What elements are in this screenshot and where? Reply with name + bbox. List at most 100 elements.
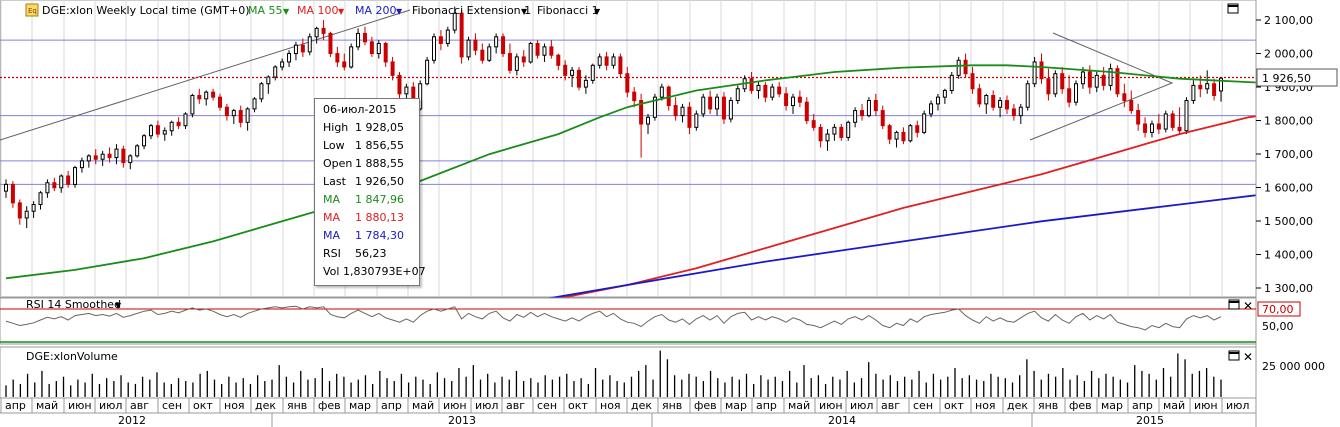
- candle: [79, 157, 84, 173]
- price-axis[interactable]: 2 100,002 000,001 900,001 800,001 700,00…: [1255, 0, 1340, 427]
- candle-body: [749, 78, 754, 91]
- last-price-badge: [1256, 68, 1338, 87]
- candle-body: [52, 182, 57, 189]
- candle: [853, 107, 858, 128]
- tooltip-row-value: 1 888,55: [355, 157, 404, 170]
- rsi-title: RSI 14 Smoothed: [26, 298, 121, 311]
- eq-icon[interactable]: [25, 3, 39, 17]
- candle: [459, 9, 464, 64]
- candle: [148, 124, 153, 140]
- tooltip-row-value: 1 847,96: [355, 193, 404, 206]
- fib-ext-legend[interactable]: Fibonacci Extension 1: [412, 4, 531, 17]
- candle-body: [73, 167, 78, 185]
- candle-body: [956, 59, 961, 76]
- candle: [556, 53, 561, 71]
- time-axis[interactable]: апр май июн июл авг сен окт ноя дек янв фев мар апр м…: [0, 397, 1256, 427]
- candle-body: [280, 61, 285, 68]
- candle: [1212, 78, 1217, 101]
- candle-body: [590, 64, 595, 81]
- candle-body: [142, 135, 147, 147]
- candle-body: [328, 32, 333, 55]
- rsi-minimize-icon[interactable]: [1228, 299, 1240, 310]
- rsi-panel[interactable]: RSI 14 Smoothed ▼ ✕ 70,00 50,00: [0, 297, 1301, 345]
- ma100-legend[interactable]: MA 100: [297, 4, 339, 17]
- rsi-close-icon[interactable]: ✕: [1243, 299, 1253, 313]
- candle-body: [438, 36, 443, 44]
- price-panel[interactable]: Eq DGE:xlon Weekly Local time (GMT+0) MA…: [0, 0, 1340, 317]
- candle-body: [390, 61, 395, 76]
- candle-body: [155, 125, 160, 135]
- tooltip-row-value: 1 926,50: [355, 175, 404, 188]
- tooltip-row: High 1 928,05: [315, 119, 419, 137]
- candle-body: [1108, 68, 1113, 86]
- candle-body: [459, 12, 464, 58]
- candle: [432, 33, 437, 64]
- fib-legend[interactable]: Fibonacci 1: [537, 4, 599, 17]
- ma100-line: [468, 104, 1340, 317]
- volume-minimize-icon[interactable]: [1228, 350, 1240, 361]
- candle: [418, 80, 423, 111]
- candle: [480, 43, 485, 64]
- volume-close-icon[interactable]: ✕: [1243, 350, 1253, 364]
- candle-body: [604, 56, 609, 66]
- month-label: янв: [287, 399, 307, 412]
- candle-body: [307, 36, 312, 53]
- month-label: апр: [1132, 399, 1153, 412]
- tooltip-row-label: MA: [323, 193, 341, 206]
- triangle-trend-lines: [1029, 32, 1174, 141]
- tooltip-row-value: 1 880,13: [355, 211, 404, 224]
- maximize-icon[interactable]: [1227, 3, 1239, 14]
- candle-body: [487, 46, 492, 61]
- candle: [646, 113, 651, 135]
- candle-body: [507, 53, 512, 71]
- candle-body: [659, 86, 664, 98]
- fib-legend-arrow[interactable]: ▼: [594, 7, 601, 16]
- candle: [307, 33, 312, 56]
- price-tick-label: 1 800,00: [1264, 115, 1313, 128]
- candle-body: [45, 182, 50, 194]
- candle: [321, 20, 326, 41]
- year-label: 2012: [118, 414, 146, 427]
- candle-body: [556, 54, 561, 66]
- month-label: фев: [1069, 399, 1092, 412]
- candle-body: [1163, 113, 1168, 130]
- candle: [659, 83, 664, 101]
- candle: [1060, 66, 1065, 94]
- candle-body: [860, 110, 865, 117]
- candle: [1156, 113, 1161, 135]
- candle: [52, 177, 57, 192]
- candle-body: [494, 36, 499, 48]
- ma200-legend[interactable]: MA 200: [355, 4, 397, 17]
- candle: [376, 40, 381, 59]
- candle-body: [576, 69, 581, 88]
- candle-body: [728, 100, 733, 120]
- candle: [1177, 107, 1182, 135]
- tooltip-row: RSI 56,23: [315, 245, 419, 263]
- month-label: июл: [475, 399, 498, 412]
- candle: [287, 50, 292, 67]
- month-label: июл: [99, 399, 122, 412]
- rsi-title-arrow[interactable]: ▼: [115, 301, 122, 310]
- candle-body: [991, 94, 996, 108]
- ma55-legend-arrow[interactable]: ▼: [283, 7, 290, 16]
- fibonacci-levels: [0, 39, 1256, 185]
- candle: [832, 124, 837, 141]
- ma200-legend-arrow[interactable]: ▼: [396, 7, 403, 16]
- candle: [1184, 97, 1189, 135]
- candle-body: [963, 59, 968, 75]
- ma100-legend-arrow[interactable]: ▼: [338, 7, 345, 16]
- month-label: ноя: [224, 399, 245, 412]
- volume-panel[interactable]: DGE:xlonVolume ✕ 25 000 000: [0, 346, 1325, 399]
- candle: [369, 36, 374, 57]
- candle-body: [79, 160, 84, 169]
- rsi-level-badge: [1257, 301, 1301, 317]
- candle-body: [984, 94, 989, 105]
- candle-body: [24, 210, 29, 219]
- candle: [984, 93, 989, 114]
- ma55-legend[interactable]: MA 55: [248, 4, 283, 17]
- candle-body: [777, 86, 782, 95]
- fib-ext-legend-arrow[interactable]: ▼: [521, 7, 528, 16]
- candle-body: [632, 91, 637, 102]
- candle-body: [183, 113, 188, 127]
